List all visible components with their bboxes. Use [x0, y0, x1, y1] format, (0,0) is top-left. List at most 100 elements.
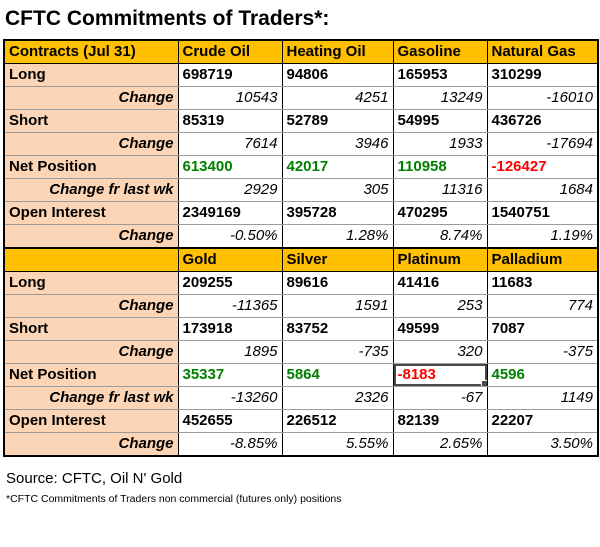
data-cell[interactable]: 1.19%: [486, 224, 599, 249]
row-label[interactable]: Change: [3, 294, 179, 318]
data-cell[interactable]: 94806: [281, 63, 394, 87]
data-cell[interactable]: 89616: [281, 271, 394, 295]
table-row: Change -0.50% 1.28% 8.74% 1.19%: [3, 224, 599, 249]
column-header-platinum[interactable]: Platinum: [392, 247, 488, 272]
data-cell[interactable]: 1933: [392, 132, 488, 156]
data-cell[interactable]: 452655: [177, 409, 283, 433]
data-cell[interactable]: 3.50%: [486, 432, 599, 457]
column-header-gasoline[interactable]: Gasoline: [392, 39, 488, 64]
data-cell[interactable]: 253: [392, 294, 488, 318]
data-cell[interactable]: 42017: [281, 155, 394, 179]
data-cell[interactable]: 2.65%: [392, 432, 488, 457]
data-cell[interactable]: 49599: [392, 317, 488, 341]
data-cell[interactable]: 209255: [177, 271, 283, 295]
table-row: Change fr last wk -13260 2326 -67 1149: [3, 386, 599, 410]
row-label[interactable]: Change fr last wk: [3, 386, 179, 410]
data-cell[interactable]: 83752: [281, 317, 394, 341]
data-cell[interactable]: -13260: [177, 386, 283, 410]
data-cell[interactable]: 774: [486, 294, 599, 318]
column-header-blank[interactable]: [3, 247, 179, 272]
data-cell[interactable]: 7087: [486, 317, 599, 341]
table-row: Long 698719 94806 165953 310299: [3, 63, 599, 87]
data-cell[interactable]: 4596: [486, 363, 599, 387]
data-cell[interactable]: 1684: [486, 178, 599, 202]
row-label[interactable]: Change: [3, 432, 179, 457]
data-cell[interactable]: 1540751: [486, 201, 599, 225]
column-header-gold[interactable]: Gold: [177, 247, 283, 272]
data-cell[interactable]: 165953: [392, 63, 488, 87]
row-label[interactable]: Net Position: [3, 363, 179, 387]
data-cell[interactable]: 5.55%: [281, 432, 394, 457]
column-header-natural-gas[interactable]: Natural Gas: [486, 39, 599, 64]
row-label[interactable]: Short: [3, 317, 179, 341]
data-cell[interactable]: 2326: [281, 386, 394, 410]
data-cell[interactable]: 82139: [392, 409, 488, 433]
row-label[interactable]: Change fr last wk: [3, 178, 179, 202]
section-header-row: Contracts (Jul 31) Crude Oil Heating Oil…: [3, 39, 599, 64]
row-label[interactable]: Open Interest: [3, 409, 179, 433]
table-row: Change 1895 -735 320 -375: [3, 340, 599, 364]
data-cell[interactable]: 13249: [392, 86, 488, 110]
row-label[interactable]: Change: [3, 132, 179, 156]
selected-cell[interactable]: -8183: [392, 363, 488, 387]
data-cell[interactable]: 11683: [486, 271, 599, 295]
data-cell[interactable]: 2929: [177, 178, 283, 202]
data-cell[interactable]: 41416: [392, 271, 488, 295]
data-cell[interactable]: 54995: [392, 109, 488, 133]
row-label[interactable]: Long: [3, 271, 179, 295]
data-cell[interactable]: 22207: [486, 409, 599, 433]
data-cell[interactable]: 85319: [177, 109, 283, 133]
data-cell[interactable]: 1895: [177, 340, 283, 364]
data-cell[interactable]: 305: [281, 178, 394, 202]
data-cell[interactable]: 395728: [281, 201, 394, 225]
data-cell[interactable]: 3946: [281, 132, 394, 156]
data-cell[interactable]: -126427: [486, 155, 599, 179]
data-cell[interactable]: 698719: [177, 63, 283, 87]
data-cell[interactable]: -17694: [486, 132, 599, 156]
data-cell[interactable]: 226512: [281, 409, 394, 433]
data-cell[interactable]: 613400: [177, 155, 283, 179]
data-cell[interactable]: 2349169: [177, 201, 283, 225]
data-cell[interactable]: 52789: [281, 109, 394, 133]
data-cell[interactable]: -11365: [177, 294, 283, 318]
data-cell[interactable]: 436726: [486, 109, 599, 133]
data-cell[interactable]: -375: [486, 340, 599, 364]
data-cell[interactable]: 470295: [392, 201, 488, 225]
table-row: Long 209255 89616 41416 11683: [3, 271, 599, 295]
row-label[interactable]: Change: [3, 224, 179, 249]
data-cell[interactable]: 1591: [281, 294, 394, 318]
column-header-silver[interactable]: Silver: [281, 247, 394, 272]
row-label[interactable]: Long: [3, 63, 179, 87]
column-header-heating-oil[interactable]: Heating Oil: [281, 39, 394, 64]
data-cell[interactable]: 5864: [281, 363, 394, 387]
data-cell[interactable]: 4251: [281, 86, 394, 110]
data-cell[interactable]: 320: [392, 340, 488, 364]
data-cell[interactable]: 110958: [392, 155, 488, 179]
data-cell[interactable]: -0.50%: [177, 224, 283, 249]
table-row: Change 10543 4251 13249 -16010: [3, 86, 599, 110]
data-cell[interactable]: 11316: [392, 178, 488, 202]
data-cell[interactable]: 1149: [486, 386, 599, 410]
data-cell[interactable]: -16010: [486, 86, 599, 110]
row-label[interactable]: Open Interest: [3, 201, 179, 225]
source-text: Source: CFTC, Oil N' Gold: [6, 470, 183, 487]
row-label[interactable]: Change: [3, 86, 179, 110]
data-cell[interactable]: -735: [281, 340, 394, 364]
column-header-crude-oil[interactable]: Crude Oil: [177, 39, 283, 64]
data-cell[interactable]: 310299: [486, 63, 599, 87]
table-row: Short 173918 83752 49599 7087: [3, 317, 599, 341]
cot-table: Contracts (Jul 31) Crude Oil Heating Oil…: [3, 39, 599, 457]
data-cell[interactable]: 35337: [177, 363, 283, 387]
column-header-palladium[interactable]: Palladium: [486, 247, 599, 272]
data-cell[interactable]: 173918: [177, 317, 283, 341]
row-label[interactable]: Change: [3, 340, 179, 364]
data-cell[interactable]: 7614: [177, 132, 283, 156]
data-cell[interactable]: -67: [392, 386, 488, 410]
data-cell[interactable]: 8.74%: [392, 224, 488, 249]
data-cell[interactable]: -8.85%: [177, 432, 283, 457]
data-cell[interactable]: 10543: [177, 86, 283, 110]
row-label[interactable]: Net Position: [3, 155, 179, 179]
column-header-contracts[interactable]: Contracts (Jul 31): [3, 39, 179, 64]
row-label[interactable]: Short: [3, 109, 179, 133]
data-cell[interactable]: 1.28%: [281, 224, 394, 249]
